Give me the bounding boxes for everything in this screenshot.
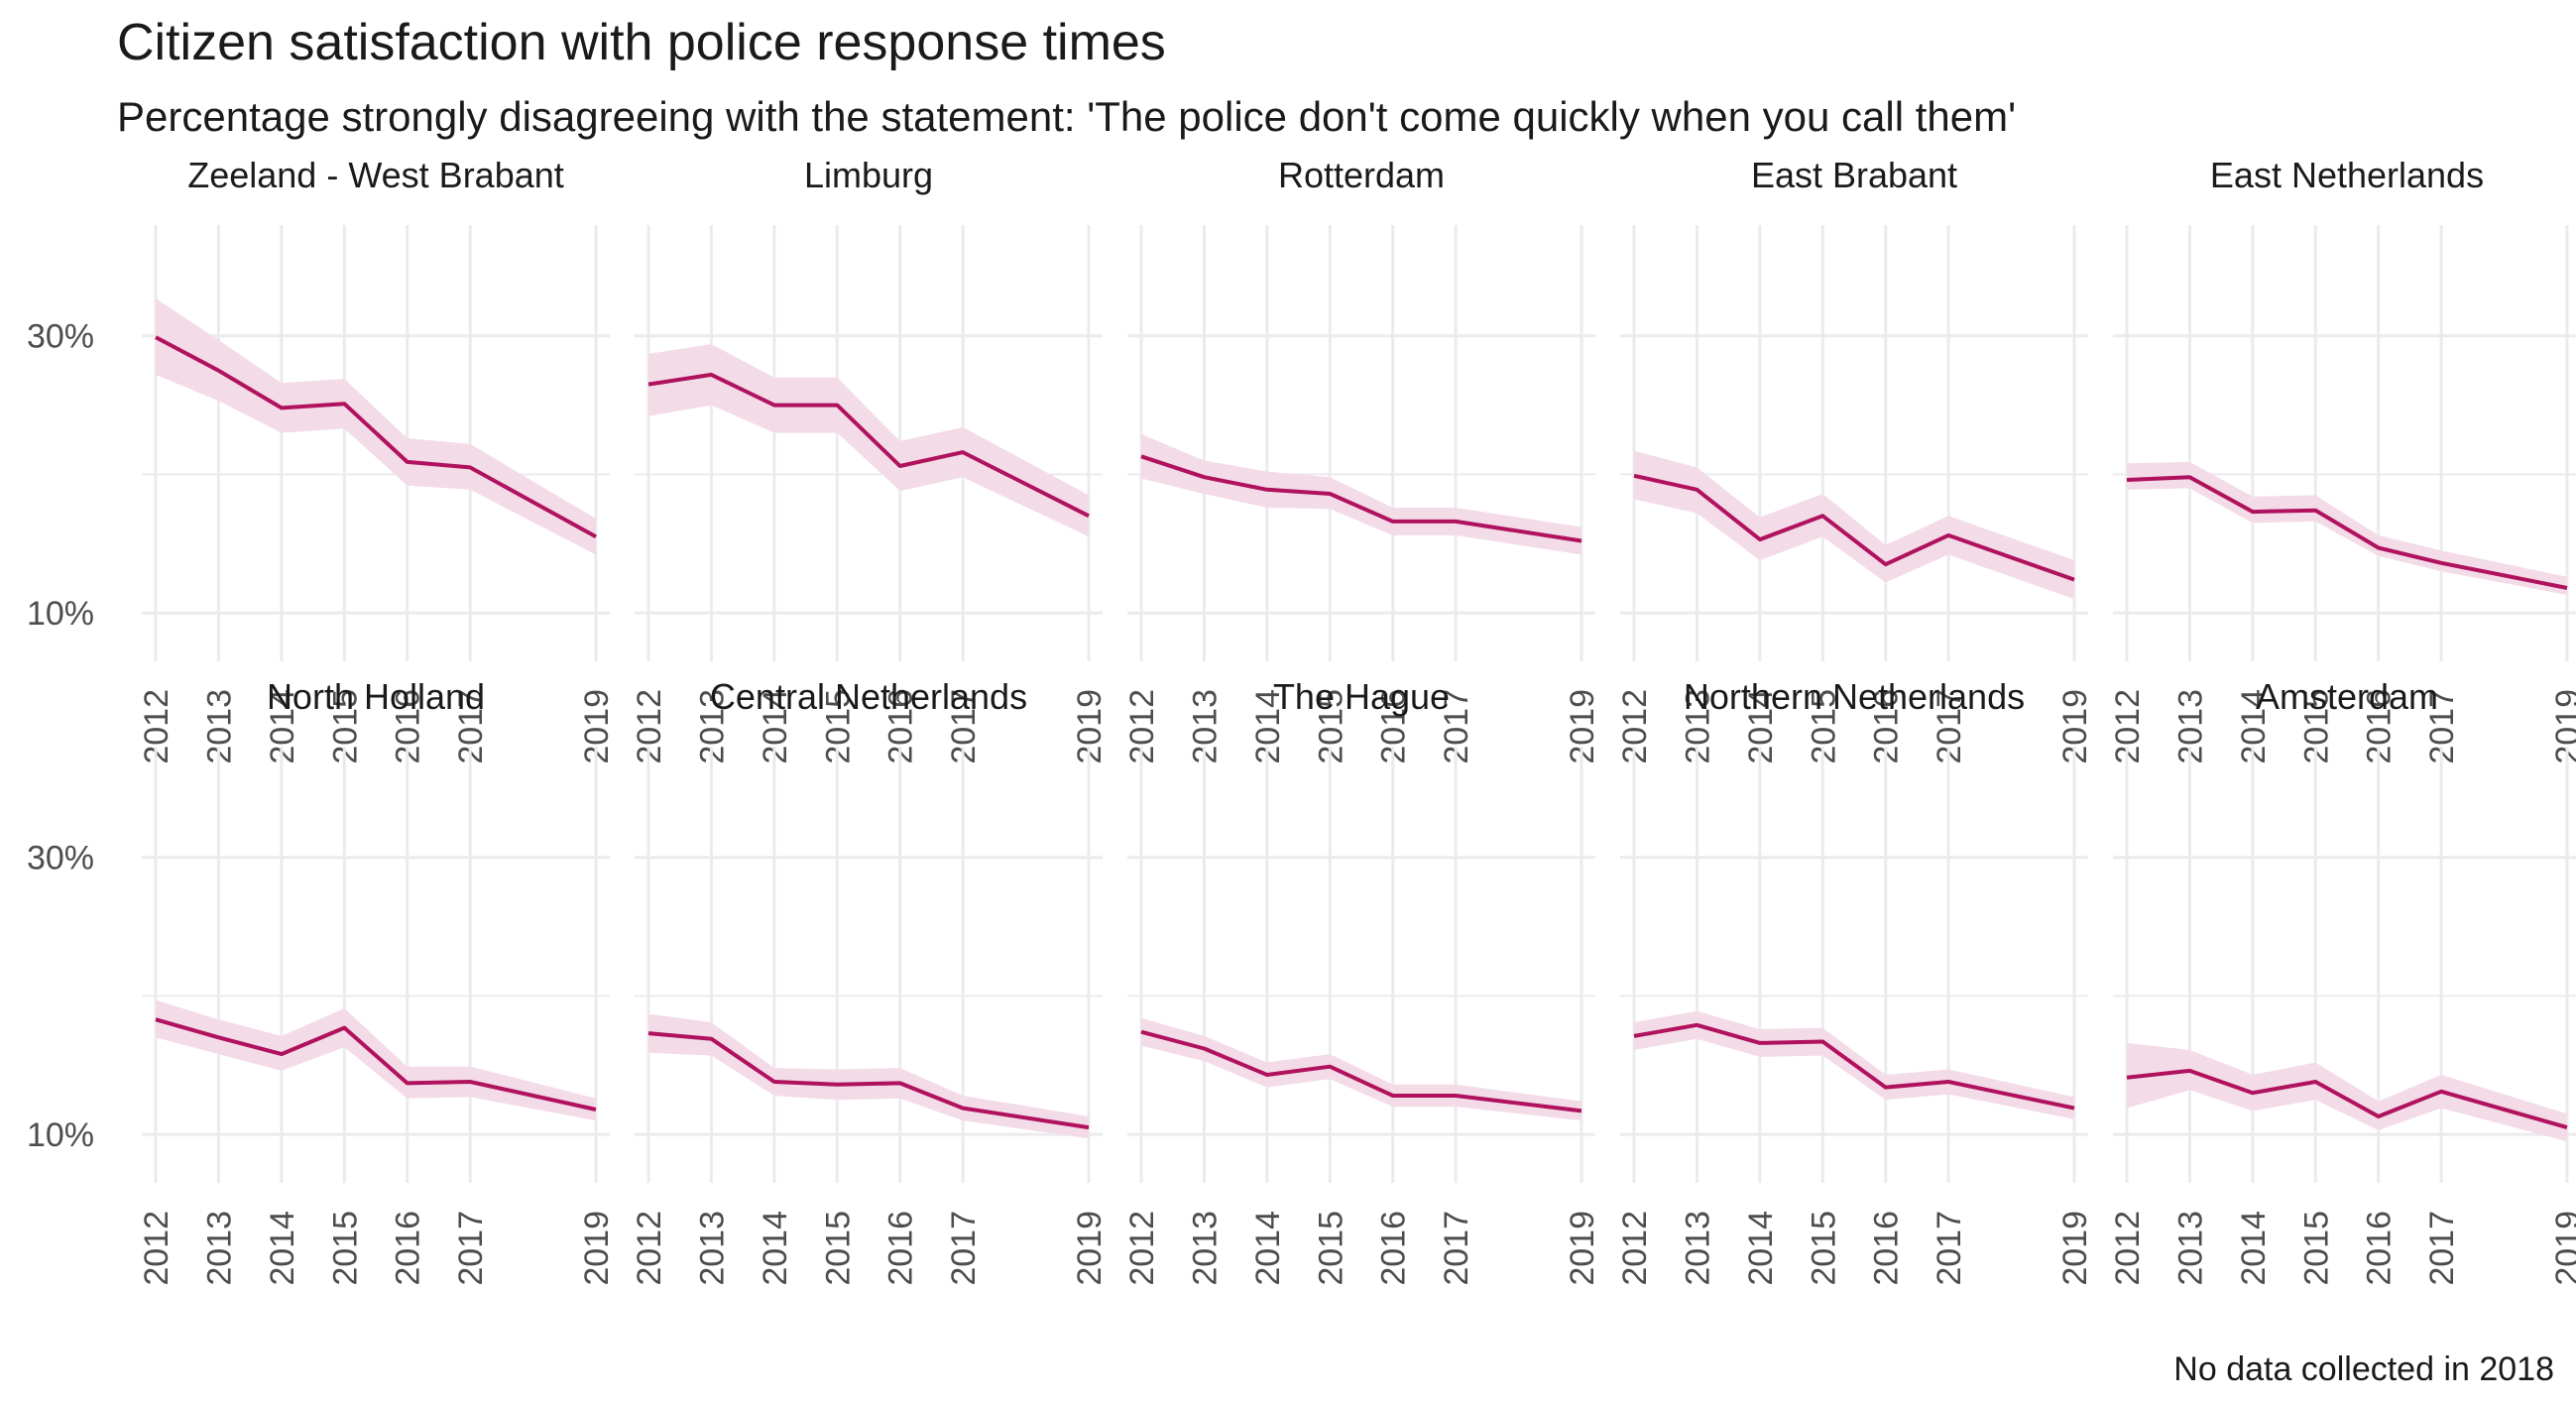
y-tick-label: 10% [27, 595, 94, 633]
y-tick-label: 30% [27, 318, 94, 356]
chart-caption: No data collected in 2018 [2173, 1350, 2554, 1388]
panel-strip-label: Amsterdam [2256, 676, 2438, 717]
x-tick-label: 2012 [631, 1211, 668, 1286]
series-line [1140, 1029, 1582, 1113]
confidence-band [156, 999, 596, 1121]
x-tick-label: 2015 [2297, 1211, 2335, 1286]
panel-strip-label: The Hague [1273, 676, 1450, 717]
panel-strip-label: Central Netherlands [710, 676, 1027, 717]
chart-title: Citizen satisfaction with police respons… [117, 14, 1166, 71]
confidence-band [648, 1013, 1089, 1139]
series-line [155, 1017, 597, 1112]
chart-subtitle: Percentage strongly disagreeing with the… [117, 93, 2016, 140]
confidence-band [1634, 450, 2074, 600]
series-line [2126, 1068, 2568, 1130]
x-tick-label: 2015 [819, 1211, 857, 1286]
series-line [647, 372, 1090, 519]
panel-strip-label: East Brabant [1751, 155, 1957, 195]
x-tick-label: 2019 [578, 1211, 616, 1286]
x-tick-label: 2014 [1249, 1211, 1287, 1286]
confidence-band [1141, 1017, 1581, 1121]
panel-amsterdam: Amsterdam 2012 2013 2014 2015 2016 2017 2019 [2109, 676, 2576, 1286]
x-tick-label: 2013 [693, 1211, 731, 1286]
panel-strip-label: North Holland [267, 676, 485, 717]
x-tick-label: 2012 [1616, 1211, 1654, 1286]
x-tick-label: 2019 [1071, 1211, 1109, 1286]
x-tick-label: 2015 [1805, 1211, 1842, 1286]
x-tick-label: 2019 [2056, 1211, 2094, 1286]
x-tick-label: 2013 [2171, 1211, 2209, 1286]
x-tick-label: 2016 [2361, 1211, 2399, 1286]
series-line [1633, 1022, 2075, 1111]
x-tick-label: 2013 [200, 1211, 238, 1286]
x-tick-label: 2017 [1931, 1211, 1968, 1286]
x-tick-label: 2017 [945, 1211, 983, 1286]
x-tick-label: 2012 [2109, 1211, 2147, 1286]
x-tick-label: 2014 [1742, 1211, 1780, 1286]
confidence-band [2127, 1042, 2567, 1142]
x-tick-label: 2014 [2235, 1211, 2273, 1286]
y-tick-label: 10% [27, 1116, 94, 1154]
panels-grid: Zeeland - West Brabant 10% 30% 2012 2013 2014… [27, 155, 2576, 1286]
confidence-band [156, 298, 596, 555]
x-tick-label: 2016 [1868, 1211, 1906, 1286]
x-tick-label: 2013 [1679, 1211, 1716, 1286]
x-tick-label: 2016 [1375, 1211, 1413, 1286]
x-tick-label: 2012 [138, 1211, 176, 1286]
series-line [1633, 473, 2075, 582]
x-tick-label: 2019 [2549, 1211, 2576, 1286]
x-tick-label: 2017 [2423, 1211, 2461, 1286]
panel-strip-label: East Netherlands [2210, 155, 2484, 195]
panel-strip-label: Zeeland - West Brabant [187, 155, 564, 195]
series-line [647, 1031, 1090, 1130]
x-tick-label: 2016 [390, 1211, 427, 1286]
x-tick-label: 2013 [1186, 1211, 1224, 1286]
panel-central-netherlands: Central Netherlands 2012 2013 2014 2015 2016 2… [631, 676, 1109, 1286]
y-tick-label: 30% [27, 840, 94, 878]
series-line [155, 335, 597, 539]
x-tick-label: 2016 [882, 1211, 920, 1286]
x-tick-label: 2015 [1312, 1211, 1349, 1286]
x-tick-label: 2015 [326, 1211, 364, 1286]
series-line [2126, 475, 2568, 590]
x-tick-label: 2014 [757, 1211, 794, 1286]
x-tick-label: 2019 [1564, 1211, 1601, 1286]
panel-strip-label: Rotterdam [1278, 155, 1445, 195]
panel-the-hague: The Hague 2012 2013 2014 2015 2016 2017 2019 [1123, 676, 1601, 1286]
panel-strip-label: Limburg [804, 155, 933, 195]
panel-strip-label: Northern Netherlands [1684, 676, 2025, 717]
x-tick-label: 2019 [2549, 689, 2576, 764]
confidence-band [648, 344, 1089, 537]
x-tick-label: 2012 [1123, 1211, 1161, 1286]
panel-northern-netherlands: Northern Netherlands 2012 2013 2014 2015 2016… [1616, 676, 2094, 1286]
x-tick-label: 2014 [264, 1211, 301, 1286]
series-line [1140, 454, 1582, 543]
x-tick-label: 2017 [452, 1211, 490, 1286]
panel-north-holland: North Holland 10% 30% 2012 2013 2014 2015 2016 2… [27, 676, 616, 1286]
confidence-band [1141, 433, 1581, 555]
x-tick-label: 2017 [1438, 1211, 1475, 1286]
